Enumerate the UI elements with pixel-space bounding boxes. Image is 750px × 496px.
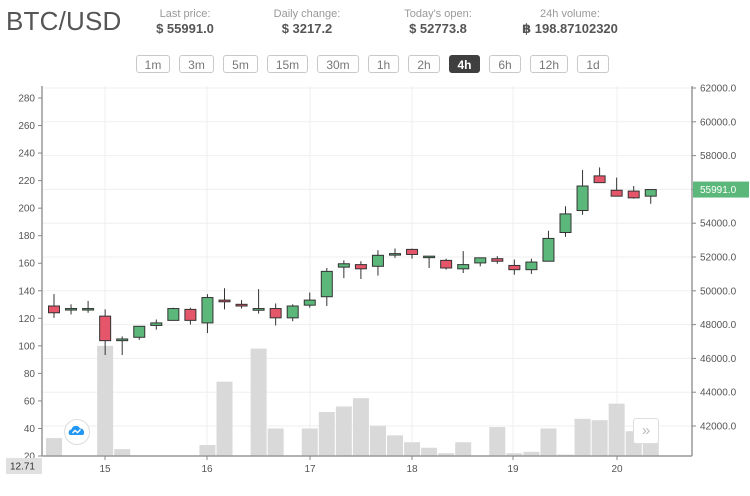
svg-text:52000.0: 52000.0 bbox=[700, 253, 737, 264]
interval-button-2h[interactable]: 2h bbox=[408, 55, 440, 73]
svg-text:48000.0: 48000.0 bbox=[700, 320, 737, 331]
svg-text:180: 180 bbox=[18, 231, 35, 242]
interval-button-5m[interactable]: 5m bbox=[223, 55, 258, 73]
svg-text:15: 15 bbox=[99, 464, 111, 475]
interval-button-4h[interactable]: 4h bbox=[449, 55, 480, 73]
interval-button-1d[interactable]: 1d bbox=[577, 55, 609, 73]
interval-button-15m[interactable]: 15m bbox=[267, 55, 308, 73]
svg-text:200: 200 bbox=[18, 204, 35, 215]
volume-bars bbox=[46, 345, 659, 456]
interval-button-12h[interactable]: 12h bbox=[530, 55, 568, 73]
svg-text:100: 100 bbox=[18, 341, 35, 352]
svg-text:280: 280 bbox=[18, 94, 35, 105]
svg-text:18: 18 bbox=[406, 464, 418, 475]
tradingview-logo[interactable] bbox=[64, 419, 90, 445]
interval-button-6h[interactable]: 6h bbox=[489, 55, 521, 73]
svg-text:80: 80 bbox=[24, 369, 36, 380]
svg-text:16: 16 bbox=[201, 464, 213, 475]
svg-text:40: 40 bbox=[24, 424, 36, 435]
svg-text:54000.0: 54000.0 bbox=[700, 219, 737, 230]
pair-title: BTC/USD bbox=[6, 6, 122, 36]
interval-button-1m[interactable]: 1m bbox=[136, 55, 170, 73]
svg-text:240: 240 bbox=[18, 149, 35, 160]
stat-last-price: Last price: $ 55991.0 bbox=[140, 8, 230, 37]
svg-text:62000.0: 62000.0 bbox=[700, 84, 737, 95]
svg-text:60000.0: 60000.0 bbox=[700, 117, 737, 128]
svg-text:58000.0: 58000.0 bbox=[700, 151, 737, 162]
svg-text:12.71: 12.71 bbox=[10, 462, 35, 473]
stat-24h-volume: 24h volume: ฿ 198.87102320 bbox=[500, 8, 640, 37]
svg-text:220: 220 bbox=[18, 176, 35, 187]
last-price-marker: 55991.0 bbox=[693, 181, 749, 198]
svg-text:20: 20 bbox=[611, 464, 623, 475]
svg-text:42000.0: 42000.0 bbox=[700, 422, 737, 433]
axes: 20 40 60 80 100 120 140 160 180 200 220 240 260 280 12… bbox=[6, 84, 737, 475]
stat-value: $ 55991.0 bbox=[156, 21, 214, 36]
svg-text:44000.0: 44000.0 bbox=[700, 388, 737, 399]
svg-text:140: 140 bbox=[18, 286, 35, 297]
stat-label: 24h volume: bbox=[540, 8, 600, 20]
interval-button-30m[interactable]: 30m bbox=[317, 55, 359, 73]
interval-button-3m[interactable]: 3m bbox=[179, 55, 214, 73]
stat-label: Daily change: bbox=[273, 8, 341, 20]
scroll-to-realtime-button[interactable]: » bbox=[633, 418, 659, 444]
svg-text:17: 17 bbox=[304, 464, 316, 475]
svg-text:50000.0: 50000.0 bbox=[700, 286, 737, 297]
stat-value: $ 52773.8 bbox=[409, 21, 467, 36]
svg-text:46000.0: 46000.0 bbox=[700, 354, 737, 365]
stat-todays-open: Today's open: $ 52773.8 bbox=[393, 8, 483, 37]
stat-value: ฿ 198.87102320 bbox=[522, 21, 618, 36]
stat-daily-change: Daily change: $ 3217.2 bbox=[262, 8, 352, 37]
svg-text:55991.0: 55991.0 bbox=[700, 185, 737, 196]
svg-text:120: 120 bbox=[18, 314, 35, 325]
stat-label: Today's open: bbox=[404, 8, 472, 20]
interval-selector: 1m 3m 5m 15m 30m 1h 2h 4h 6h 12h 1d bbox=[0, 55, 750, 75]
stat-value: $ 3217.2 bbox=[281, 21, 333, 36]
candles bbox=[48, 167, 657, 356]
svg-text:260: 260 bbox=[18, 121, 35, 132]
stat-label: Last price: bbox=[159, 8, 211, 20]
cloud-chart-icon bbox=[68, 425, 85, 435]
svg-text:19: 19 bbox=[507, 464, 519, 475]
svg-text:160: 160 bbox=[18, 259, 35, 270]
interval-button-1h[interactable]: 1h bbox=[368, 55, 399, 73]
svg-text:20: 20 bbox=[24, 452, 36, 463]
svg-text:60: 60 bbox=[24, 396, 36, 407]
